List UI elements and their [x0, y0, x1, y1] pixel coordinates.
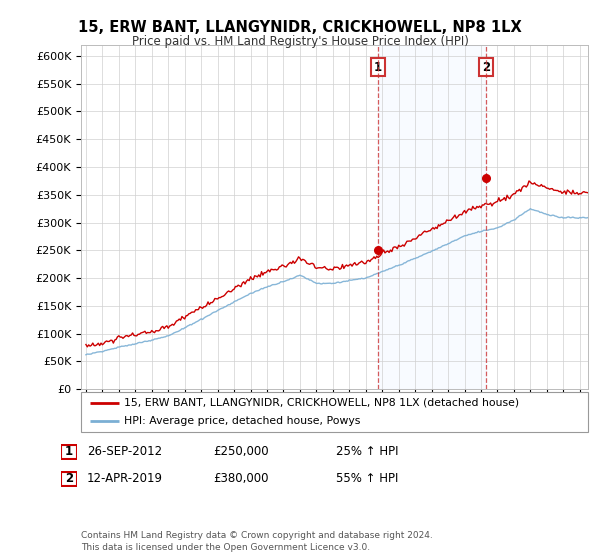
FancyBboxPatch shape — [81, 392, 588, 432]
Bar — [378, 45, 486, 389]
Text: 12-APR-2019: 12-APR-2019 — [87, 472, 163, 486]
Text: 2: 2 — [482, 60, 490, 73]
Text: 26-SEP-2012: 26-SEP-2012 — [87, 445, 162, 459]
Text: Price paid vs. HM Land Registry's House Price Index (HPI): Price paid vs. HM Land Registry's House … — [131, 35, 469, 48]
FancyBboxPatch shape — [61, 445, 77, 459]
Text: 15, ERW BANT, LLANGYNIDR, CRICKHOWELL, NP8 1LX: 15, ERW BANT, LLANGYNIDR, CRICKHOWELL, N… — [78, 20, 522, 35]
Text: Contains HM Land Registry data © Crown copyright and database right 2024.
This d: Contains HM Land Registry data © Crown c… — [81, 531, 433, 552]
Text: 1: 1 — [374, 60, 382, 73]
Text: 2: 2 — [65, 472, 73, 486]
Text: 1: 1 — [65, 445, 73, 459]
Text: 55% ↑ HPI: 55% ↑ HPI — [336, 472, 398, 486]
Text: £380,000: £380,000 — [213, 472, 269, 486]
FancyBboxPatch shape — [61, 472, 77, 486]
Text: HPI: Average price, detached house, Powys: HPI: Average price, detached house, Powy… — [124, 417, 361, 426]
Text: 15, ERW BANT, LLANGYNIDR, CRICKHOWELL, NP8 1LX (detached house): 15, ERW BANT, LLANGYNIDR, CRICKHOWELL, N… — [124, 398, 519, 408]
Text: £250,000: £250,000 — [213, 445, 269, 459]
Text: 25% ↑ HPI: 25% ↑ HPI — [336, 445, 398, 459]
